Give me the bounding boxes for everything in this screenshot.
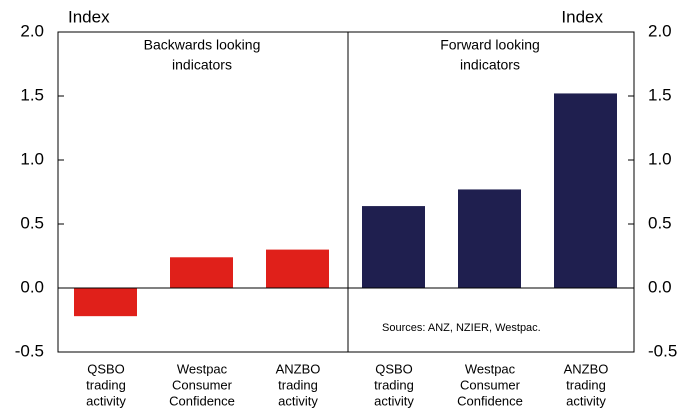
group-label: Backwards looking <box>144 37 261 53</box>
x-tick-label: activity <box>566 393 606 408</box>
y2-tick-label: -0.5 <box>648 341 677 360</box>
y-axis-label: Index <box>68 7 110 26</box>
x-tick-label: activity <box>374 393 414 408</box>
x-tick-label: ANZBO <box>276 361 321 376</box>
x-tick-label: Confidence <box>457 393 523 408</box>
x-tick-label: trading <box>278 377 318 392</box>
x-tick-label: activity <box>86 393 126 408</box>
x-tick-label: Consumer <box>172 377 233 392</box>
y2-tick-label: 1.0 <box>648 149 672 168</box>
plot-frame <box>57 31 635 353</box>
y2-tick-label: 1.5 <box>648 85 672 104</box>
x-tick-label: Confidence <box>169 393 235 408</box>
group-label: indicators <box>172 57 232 73</box>
y2-tick-label: 2.0 <box>648 21 672 40</box>
y-tick-label: 1.5 <box>20 85 44 104</box>
bar <box>362 206 425 288</box>
y-tick-label: 0.0 <box>20 277 44 296</box>
x-tick-label: QSBO <box>87 361 125 376</box>
x-tick-label: Consumer <box>460 377 521 392</box>
y-tick-label: -0.5 <box>15 341 44 360</box>
y2-axis-label: Index <box>561 7 603 26</box>
x-tick-label: trading <box>374 377 414 392</box>
x-tick-label: trading <box>566 377 606 392</box>
y-tick-label: 0.5 <box>20 213 44 232</box>
bar <box>266 249 329 288</box>
bar <box>554 93 617 288</box>
y2-tick-label: 0.5 <box>648 213 672 232</box>
group-label: Forward looking <box>440 37 540 53</box>
x-tick-label: trading <box>86 377 126 392</box>
group-label: indicators <box>460 57 520 73</box>
bar <box>170 257 233 288</box>
y-tick-label: 2.0 <box>20 21 44 40</box>
x-tick-label: activity <box>278 393 318 408</box>
bar <box>458 189 521 288</box>
x-tick-label: Westpac <box>177 361 228 376</box>
x-tick-label: Westpac <box>465 361 516 376</box>
source-note: Sources: ANZ, NZIER, Westpac. <box>382 322 541 334</box>
y-tick-label: 1.0 <box>20 149 44 168</box>
x-tick-label: ANZBO <box>564 361 609 376</box>
bar <box>74 288 137 317</box>
x-tick-label: QSBO <box>375 361 413 376</box>
y2-tick-label: 0.0 <box>648 277 672 296</box>
